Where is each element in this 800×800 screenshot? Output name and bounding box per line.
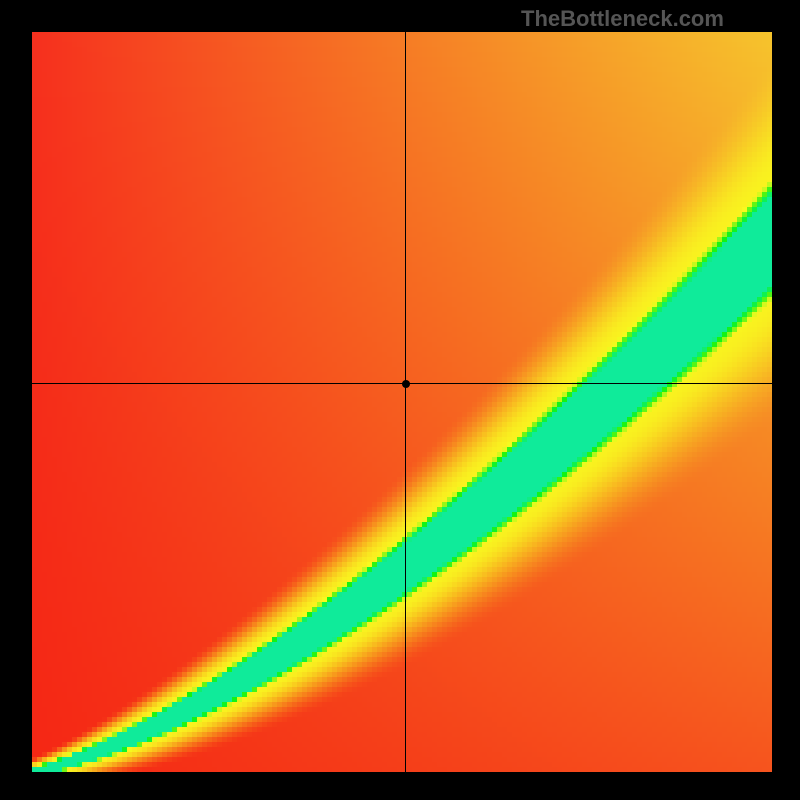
crosshair-marker [402,380,410,388]
bottleneck-heatmap [32,32,772,772]
chart-container: { "watermark": { "text": "TheBottleneck.… [0,0,800,800]
crosshair-vertical [405,32,406,772]
watermark-text: TheBottleneck.com [521,6,724,32]
